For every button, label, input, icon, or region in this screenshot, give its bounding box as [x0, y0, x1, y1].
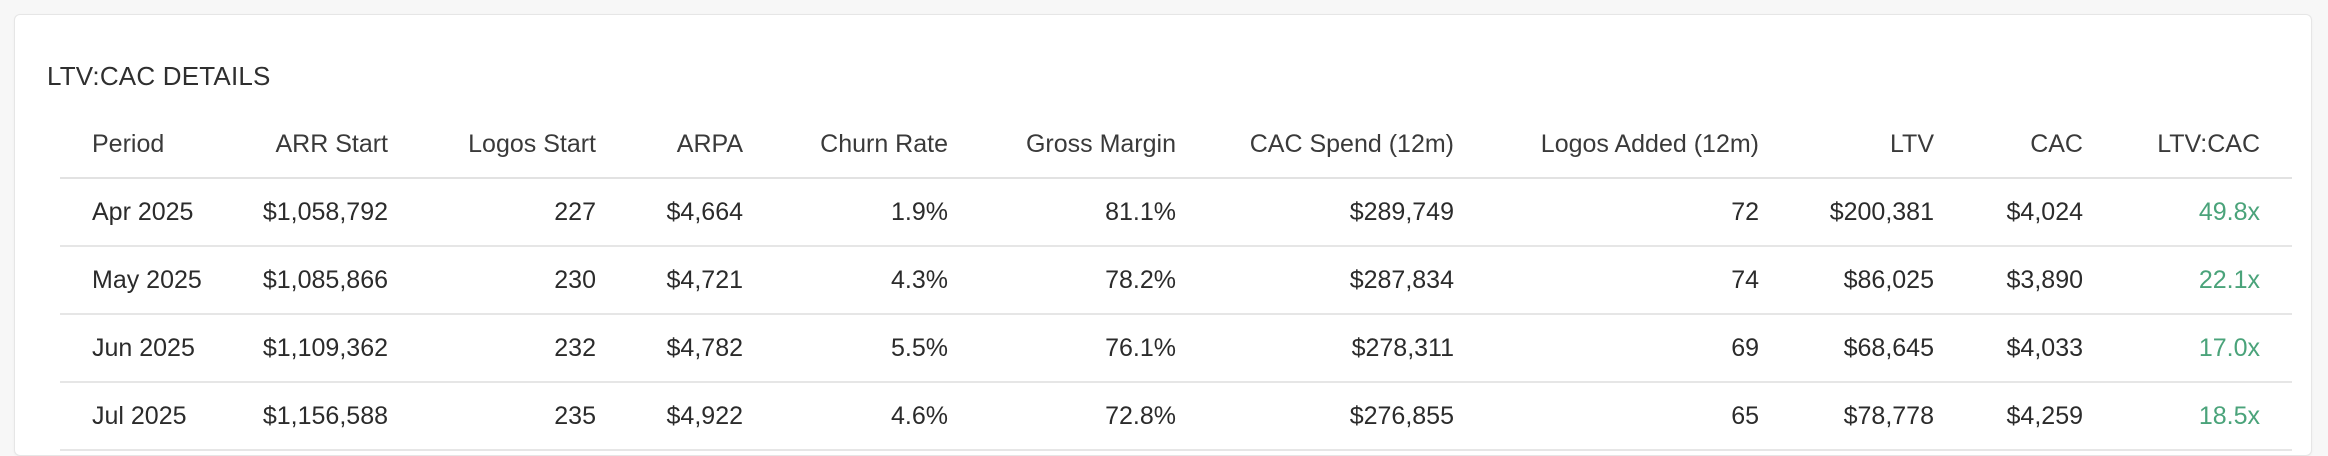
cell-gross-margin: 76.1% [980, 314, 1208, 383]
cell-churn-rate: 4.3% [775, 246, 980, 315]
cell-ltv: $86,025 [1791, 246, 1966, 315]
cell-logos-start: 230 [420, 246, 628, 315]
column-header-logos-added: Logos Added (12m) [1486, 111, 1791, 179]
cell-ltv-cac: 17.0x [2115, 314, 2292, 383]
cell-churn-rate: 1.9% [775, 178, 980, 247]
cell-cac: $4,259 [1966, 382, 2115, 451]
column-header-arr-start: ARR Start [220, 111, 420, 179]
cell-ltv: $200,381 [1791, 178, 1966, 247]
cell-churn-rate: 5.5% [775, 314, 980, 383]
column-header-arpa: ARPA [628, 111, 775, 179]
cell-logos-start: 235 [420, 382, 628, 451]
cell-cac-spend: $278,311 [1208, 314, 1486, 383]
header-row: Period ARR Start Logos Start ARPA Churn … [60, 111, 2292, 179]
cell-cac: $4,024 [1966, 178, 2115, 247]
cell-arpa: $4,721 [628, 246, 775, 315]
table-row: May 2025 $1,085,866 230 $4,721 4.3% 78.2… [60, 246, 2292, 315]
cell-arr-start: $1,109,362 [220, 314, 420, 383]
cell-ltv: $68,645 [1791, 314, 1966, 383]
cell-churn-rate: 4.6% [775, 382, 980, 451]
column-header-cac-spend: CAC Spend (12m) [1208, 111, 1486, 179]
cell-logos-added: 74 [1486, 246, 1791, 315]
cell-logos-added: 65 [1486, 382, 1791, 451]
column-header-logos-start: Logos Start [420, 111, 628, 179]
cell-cac-spend: $289,749 [1208, 178, 1486, 247]
cell-arpa: $4,922 [628, 382, 775, 451]
table-row: Jul 2025 $1,156,588 235 $4,922 4.6% 72.8… [60, 382, 2292, 451]
cell-cac-spend: $287,834 [1208, 246, 1486, 315]
table-row: Jun 2025 $1,109,362 232 $4,782 5.5% 76.1… [60, 314, 2292, 383]
cell-ltv-cac: 49.8x [2115, 178, 2292, 247]
cell-arr-start: $1,058,792 [220, 178, 420, 247]
cell-cac-spend: $276,855 [1208, 382, 1486, 451]
cell-arr-start: $1,085,866 [220, 246, 420, 315]
cell-ltv: $78,778 [1791, 382, 1966, 451]
cell-cac: $3,890 [1966, 246, 2115, 315]
cell-period: Jun 2025 [60, 314, 220, 383]
cell-cac: $4,033 [1966, 314, 2115, 383]
column-header-cac: CAC [1966, 111, 2115, 179]
cell-gross-margin: 78.2% [980, 246, 1208, 315]
cell-arpa: $4,664 [628, 178, 775, 247]
ltv-cac-table: Period ARR Start Logos Start ARPA Churn … [60, 111, 2292, 451]
cell-ltv-cac: 18.5x [2115, 382, 2292, 451]
cell-arpa: $4,782 [628, 314, 775, 383]
cell-arr-start: $1,156,588 [220, 382, 420, 451]
column-header-ltv-cac: LTV:CAC [2115, 111, 2292, 179]
cell-logos-added: 72 [1486, 178, 1791, 247]
cell-logos-start: 227 [420, 178, 628, 247]
cell-period: Jul 2025 [60, 382, 220, 451]
cell-gross-margin: 72.8% [980, 382, 1208, 451]
table-row: Apr 2025 $1,058,792 227 $4,664 1.9% 81.1… [60, 178, 2292, 247]
ltv-cac-card: LTV:CAC DETAILS Period ARR Start Logos S… [14, 14, 2312, 456]
column-header-period: Period [60, 111, 220, 179]
cell-logos-added: 69 [1486, 314, 1791, 383]
column-header-ltv: LTV [1791, 111, 1966, 179]
cell-gross-margin: 81.1% [980, 178, 1208, 247]
cell-logos-start: 232 [420, 314, 628, 383]
column-header-gross-margin: Gross Margin [980, 111, 1208, 179]
column-header-churn-rate: Churn Rate [775, 111, 980, 179]
cell-ltv-cac: 22.1x [2115, 246, 2292, 315]
cell-period: Apr 2025 [60, 178, 220, 247]
cell-period: May 2025 [60, 246, 220, 315]
card-title: LTV:CAC DETAILS [47, 61, 271, 91]
